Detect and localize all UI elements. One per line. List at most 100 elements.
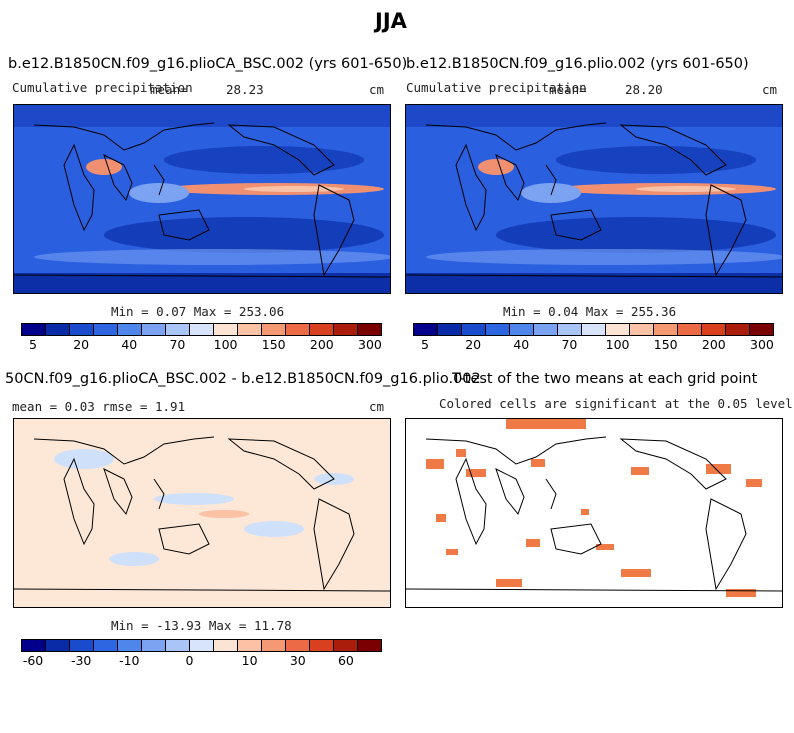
panel1-map-svg (14, 105, 390, 293)
map-diff-pos-1 (199, 510, 249, 518)
panel4-title: T-test of the two means at each grid poi… (452, 371, 758, 387)
colorbar-swatch (214, 324, 238, 335)
colorbar-tick-label: 5 (421, 337, 430, 352)
colorbar-tick-label: 20 (73, 337, 90, 352)
colorbar-swatch (46, 324, 70, 335)
colorbar-swatch (22, 324, 46, 335)
colorbar-tick-label: 20 (465, 337, 482, 352)
colorbar-swatch (630, 324, 654, 335)
colorbar-swatch (262, 324, 286, 335)
colorbar-tick-label: 100 (605, 337, 630, 352)
panel1-colorbar (21, 323, 382, 336)
map-coastlines (14, 436, 390, 592)
map-itcz-core (636, 186, 736, 192)
colorbar-tick-label: 40 (121, 337, 138, 352)
colorbar-tick-label: 300 (358, 337, 382, 352)
panel3-stats: mean = 0.03 rmse = 1.91 (12, 399, 186, 414)
colorbar-swatch (142, 640, 166, 651)
map-dry-subtropics-n (164, 146, 364, 174)
colorbar-tick-label: 70 (169, 337, 186, 352)
map-monsoon-india (86, 159, 122, 175)
map-diff-neg-2 (154, 493, 234, 505)
map-polar-south (406, 273, 782, 293)
map-diff-neg-1 (54, 449, 114, 469)
colorbar-tick-label: 300 (750, 337, 774, 352)
map-coastlines (406, 122, 782, 278)
panel2-map-svg (406, 105, 782, 293)
colorbar-swatch (94, 324, 118, 335)
colorbar-tick-label: 0 (185, 653, 194, 668)
panel3-colorbar (21, 639, 382, 652)
colorbar-swatch (414, 324, 438, 335)
colorbar-swatch (486, 324, 510, 335)
colorbar-swatch (70, 640, 94, 651)
panel3-map (13, 418, 391, 608)
colorbar-swatch (358, 324, 381, 335)
colorbar-tick-label: 200 (701, 337, 726, 352)
panel4-map (405, 418, 783, 608)
map-polar-north (14, 105, 390, 127)
colorbar-tick-label: 200 (309, 337, 334, 352)
map-diff-neg-4 (109, 552, 159, 566)
colorbar-swatch (238, 324, 262, 335)
colorbar-swatch (238, 640, 262, 651)
colorbar-swatch (262, 640, 286, 651)
colorbar-swatch (142, 324, 166, 335)
map-monsoon-india (478, 159, 514, 175)
colorbar-swatch (750, 324, 773, 335)
map-coastlines (406, 436, 782, 592)
figure-title: JJA (375, 9, 407, 33)
panel2-mean-value: 28.20 (625, 82, 663, 97)
colorbar-tick-label: 150 (261, 337, 286, 352)
colorbar-swatch (358, 640, 381, 651)
colorbar-swatch (286, 324, 310, 335)
colorbar-swatch (606, 324, 630, 335)
map-polar-south (14, 273, 390, 293)
panel1-case-title: b.e12.B1850CN.f09_g16.plioCA_BSC.002 (yr… (8, 56, 408, 72)
colorbar-swatch (46, 640, 70, 651)
colorbar-swatch (582, 324, 606, 335)
panel3-units: cm (369, 399, 385, 414)
map-coastlines (14, 122, 390, 278)
map-dry-subtropics-n (556, 146, 756, 174)
panel1-minmax: Min = 0.07 Max = 253.06 (111, 304, 285, 319)
colorbar-swatch (118, 324, 142, 335)
colorbar-swatch (510, 324, 534, 335)
colorbar-swatch (558, 324, 582, 335)
map-storm-track-s (34, 249, 390, 265)
colorbar-swatch (334, 640, 358, 651)
panel2-minmax: Min = 0.04 Max = 255.36 (503, 304, 677, 319)
panel1-mean-label: mean= (150, 82, 188, 97)
map-warm-pool (129, 183, 189, 203)
colorbar-swatch (214, 640, 238, 651)
colorbar-tick-label: 60 (337, 653, 354, 668)
colorbar-swatch (118, 640, 142, 651)
map-blank-fill (406, 419, 782, 607)
colorbar-swatch (438, 324, 462, 335)
map-significant-cells (426, 419, 762, 597)
panel4-note: Colored cells are significant at the 0.0… (439, 396, 793, 411)
map-dry-subtropics-s (104, 217, 384, 253)
colorbar-swatch (534, 324, 558, 335)
colorbar-tick-label: 150 (653, 337, 678, 352)
panel2-units: cm (762, 82, 778, 97)
map-warm-pool (521, 183, 581, 203)
colorbar-tick-label: 100 (213, 337, 238, 352)
panel4-map-svg (406, 419, 782, 607)
colorbar-swatch (190, 324, 214, 335)
colorbar-swatch (726, 324, 750, 335)
colorbar-swatch (166, 324, 190, 335)
colorbar-tick-label: 10 (241, 653, 258, 668)
panel2-case-title: b.e12.B1850CN.f09_g16.plio.002 (yrs 601-… (406, 56, 749, 72)
panel2-colorbar (413, 323, 774, 336)
colorbar-swatch (462, 324, 486, 335)
colorbar-swatch (310, 640, 334, 651)
colorbar-swatch (94, 640, 118, 651)
map-storm-track-s (426, 249, 782, 265)
colorbar-tick-label: -10 (119, 653, 140, 668)
colorbar-swatch (190, 640, 214, 651)
panel3-minmax: Min = -13.93 Max = 11.78 (111, 618, 292, 633)
panel2-map (405, 104, 783, 294)
colorbar-tick-label: 30 (289, 653, 306, 668)
panel2-mean-label: mean= (549, 82, 587, 97)
